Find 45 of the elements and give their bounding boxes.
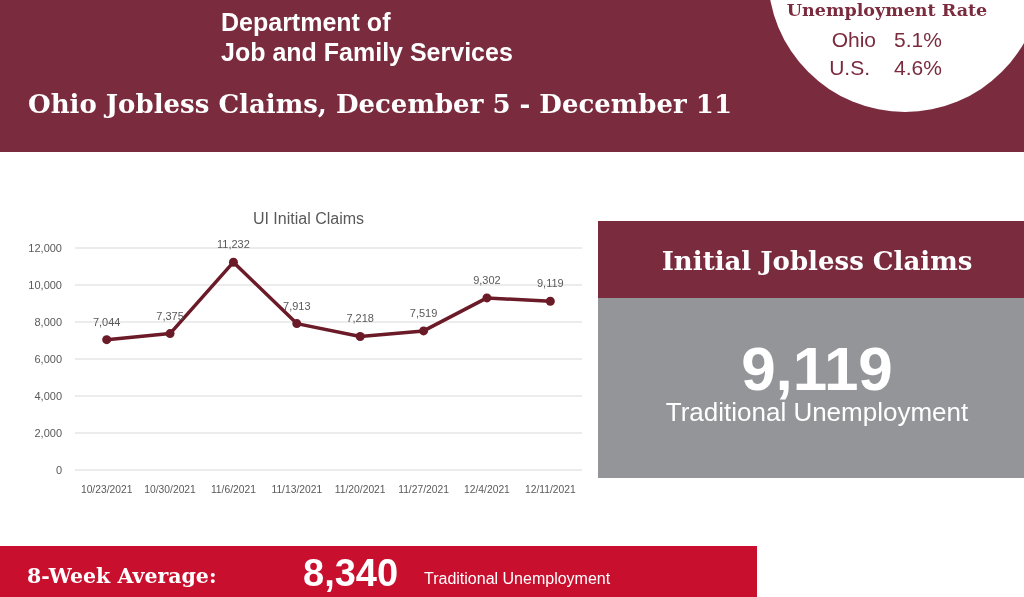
point: [228, 257, 238, 267]
y-tick-label: 12,000: [28, 241, 62, 254]
x-tick-label: 12/4/2021: [464, 484, 511, 495]
y-tick-label: 2,000: [34, 426, 62, 439]
point: [419, 326, 429, 336]
y-tick-label: 8,000: [34, 315, 62, 328]
point: [545, 296, 555, 306]
data-label: 7,218: [346, 312, 374, 325]
x-tick-label: 11/6/2021: [210, 484, 257, 495]
x-tick-label: 11/20/2021: [334, 484, 386, 495]
point: [355, 331, 365, 341]
y-tick-label: 6,000: [34, 352, 62, 365]
x-tick-label: 10/30/2021: [144, 484, 197, 495]
text: 8,340: [303, 552, 399, 594]
text: Ohio: [831, 28, 876, 51]
text: Traditional Unemployment: [424, 570, 611, 587]
data-label: 11,232: [217, 238, 250, 251]
y-tick-label: 4,000: [34, 389, 62, 402]
data-label: 7,519: [409, 306, 438, 319]
point: [482, 293, 492, 303]
point: [102, 335, 112, 345]
x-tick-label: 12/11/2021: [524, 484, 576, 495]
x-tick-label: 11/27/2021: [398, 484, 450, 495]
text: U.S.: [829, 56, 870, 79]
text: 8-Week Average:: [27, 564, 217, 588]
text: Initial Jobless Claims: [661, 246, 973, 276]
y-tick-label: 0: [55, 463, 62, 476]
data-label: 7,044: [92, 315, 121, 328]
text: 9,119: [741, 334, 893, 403]
data-label: 9,119: [536, 277, 564, 290]
data-label: 7,375: [156, 309, 184, 322]
x-tick-label: 11/13/2021: [271, 484, 323, 495]
data-label: 9,302: [473, 273, 501, 286]
text: Job and Family Services: [221, 38, 513, 66]
text: Department of: [221, 8, 392, 36]
point: [292, 319, 302, 329]
text: Unemployment Rate: [786, 0, 988, 20]
y-tick-label: 10,000: [28, 278, 62, 291]
x-tick-label: 10/23/2021: [80, 484, 133, 495]
data-label: 7,913: [283, 299, 311, 312]
text: 5.1%: [894, 28, 942, 51]
point: [165, 329, 175, 339]
chart-title: UI Initial Claims: [252, 210, 365, 227]
text: 4.6%: [894, 56, 942, 79]
text: Ohio Jobless Claims, December 5 - December 11: [28, 89, 732, 119]
